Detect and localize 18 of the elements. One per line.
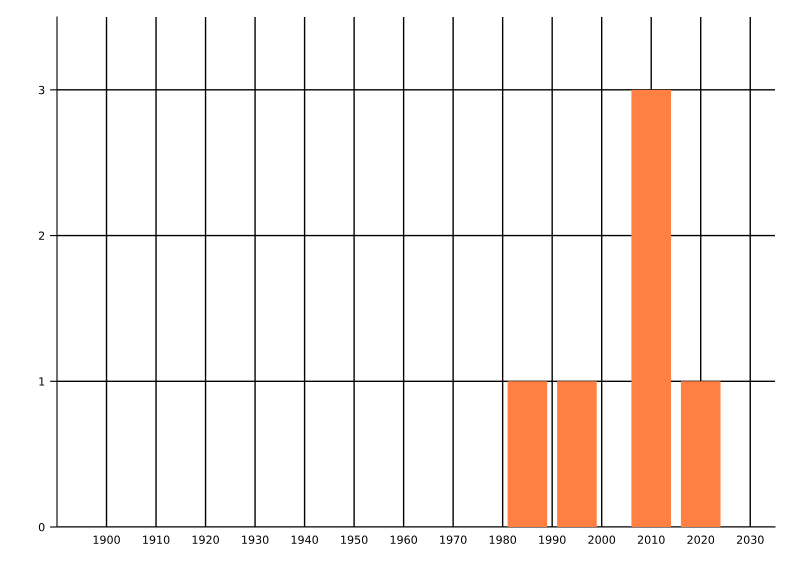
x-tick-label: 1970: [440, 536, 467, 544]
x-tick-label: 1910: [143, 536, 170, 544]
x-tick-label: 1960: [390, 536, 418, 544]
y-tick-label: 0: [38, 522, 44, 532]
x-tick-label: 2020: [687, 536, 714, 544]
y-tick-label: 1: [39, 377, 44, 386]
x-tick-label: 2000: [588, 536, 616, 544]
x-tick-label: 1920: [192, 536, 219, 544]
x-tick-label: 2030: [736, 536, 764, 544]
x-tick-label: 1940: [292, 536, 318, 544]
x-tick-label: 1980: [490, 536, 516, 544]
x-tick-label: 1990: [539, 536, 566, 544]
y-tick-label: 2: [38, 232, 44, 240]
x-tick-label: 1950: [341, 536, 368, 544]
x-tick-label: 1900: [94, 536, 120, 544]
y-tick-label: 3: [38, 86, 44, 94]
x-tick-label: 1930: [242, 536, 268, 544]
x-tick-label: 2010: [638, 536, 665, 544]
